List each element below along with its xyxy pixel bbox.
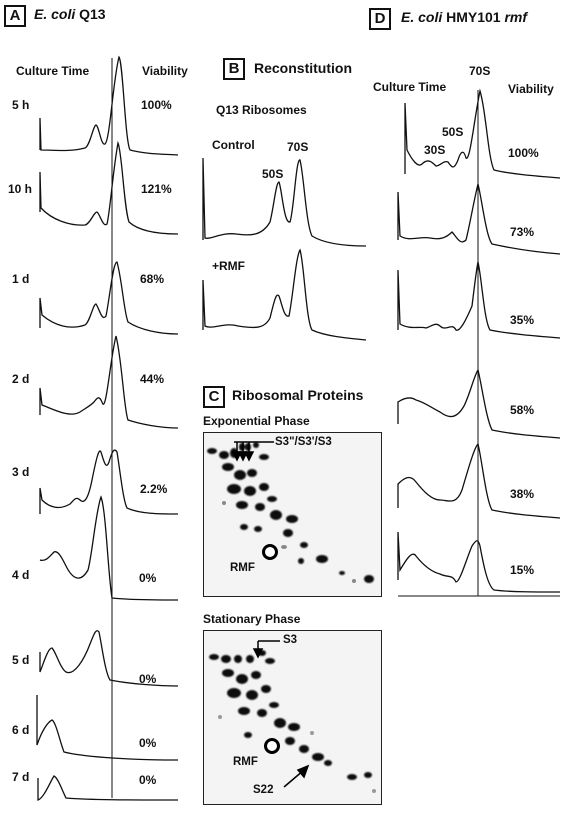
viability-label: 58% — [510, 403, 535, 417]
trace-d-1 — [404, 88, 561, 179]
viability-label: 35% — [510, 313, 535, 327]
panel-d-culture-time-header: Culture Time — [373, 80, 447, 94]
time-label: 1 d — [12, 272, 30, 286]
time-label: 7 d — [12, 770, 30, 784]
exponential-phase-gel: S3"/S3'/S3 RMF — [203, 432, 382, 597]
viability-label: 15% — [510, 563, 535, 577]
trace-d-3 — [397, 261, 561, 339]
trace-d-6 — [397, 531, 561, 593]
time-label: 5 d — [12, 653, 30, 667]
trace-5d — [39, 630, 179, 687]
viability-label: 38% — [510, 487, 535, 501]
panel-d-gene: rmf — [504, 9, 528, 25]
trace-5h — [39, 55, 179, 156]
trace-10h — [39, 140, 179, 235]
trace-2d — [39, 335, 179, 429]
time-label: 6 d — [12, 723, 30, 737]
stationary-s3-label: S3 — [283, 634, 298, 646]
trace-d-4 — [397, 368, 561, 439]
panel-d-strain: HMY101 — [446, 9, 501, 25]
trace-6d — [36, 695, 179, 761]
panel-c-letter: C — [203, 386, 225, 408]
panel-b-letter: B — [223, 58, 245, 80]
viability-label: 73% — [510, 225, 535, 239]
panel-b-control-label: Control — [212, 138, 255, 152]
trace-7d — [37, 775, 179, 801]
panel-a-viability-header: Viability — [142, 64, 188, 78]
panel-d-species: E. coli — [401, 9, 443, 25]
viability-label: 68% — [140, 272, 165, 286]
stationary-s22-label: S22 — [253, 784, 274, 796]
panel-b-50s-label: 50S — [262, 167, 284, 181]
time-label: 10 h — [8, 182, 33, 196]
trace-control — [202, 157, 367, 247]
panel-a-title: E. coli Q13 — [34, 6, 106, 22]
panel-b-70s-label: 70S — [287, 140, 309, 154]
stationary-rmf-label: RMF — [233, 756, 258, 768]
stationary-phase-gel: S3 RMF S22 — [203, 630, 382, 805]
panel-a-letter: A — [4, 5, 26, 27]
panel-a-culture-time-header: Culture Time — [16, 64, 90, 78]
viability-label: 0% — [139, 672, 157, 686]
viability-label: 2.2% — [140, 482, 168, 496]
stationary-gel-spots — [209, 640, 376, 793]
panel-a-species: E. coli — [34, 6, 76, 22]
panel-a-strain: Q13 — [79, 6, 106, 22]
panel-d-viability-header: Viability — [508, 82, 554, 96]
exponential-phase-label: Exponential Phase — [203, 414, 310, 428]
exponential-rmf-marker — [262, 544, 278, 560]
panel-d-50s-label: 50S — [442, 125, 464, 139]
exponential-rmf-label: RMF — [230, 562, 255, 574]
time-label: 4 d — [12, 568, 30, 582]
panel-b-subtitle: Q13 Ribosomes — [216, 103, 307, 117]
trace-1d — [39, 261, 179, 335]
panel-d-letter: D — [369, 8, 391, 30]
panel-d-70s-label: 70S — [469, 64, 491, 78]
exponential-s3-arrows — [231, 441, 274, 462]
time-label: 3 d — [12, 465, 30, 479]
trace-d-5 — [397, 442, 561, 519]
trace-3d — [39, 449, 179, 515]
viability-label: 0% — [139, 773, 157, 787]
exponential-gel-spots — [207, 442, 374, 583]
exponential-s3-label: S3"/S3'/S3 — [275, 436, 332, 448]
viability-label: 121% — [141, 182, 172, 196]
time-label: 5 h — [12, 98, 30, 112]
stationary-rmf-marker — [264, 738, 280, 754]
panel-d-title: E. coli HMY101 rmf — [401, 9, 527, 25]
viability-label: 0% — [139, 571, 157, 585]
panel-d-30s-label: 30S — [424, 143, 446, 157]
viability-label: 100% — [508, 146, 539, 160]
trace-plus-rmf — [202, 248, 367, 341]
viability-label: 100% — [141, 98, 172, 112]
panel-c-title: Ribosomal Proteins — [232, 387, 364, 403]
stationary-phase-label: Stationary Phase — [203, 612, 301, 626]
time-label: 2 d — [12, 372, 30, 386]
trace-d-2 — [397, 183, 561, 255]
panel-b-rmf-label: +RMF — [212, 259, 245, 273]
trace-4d — [39, 495, 179, 601]
viability-label: 44% — [140, 372, 165, 386]
viability-label: 0% — [139, 736, 157, 750]
panel-b-title: Reconstitution — [254, 60, 352, 76]
